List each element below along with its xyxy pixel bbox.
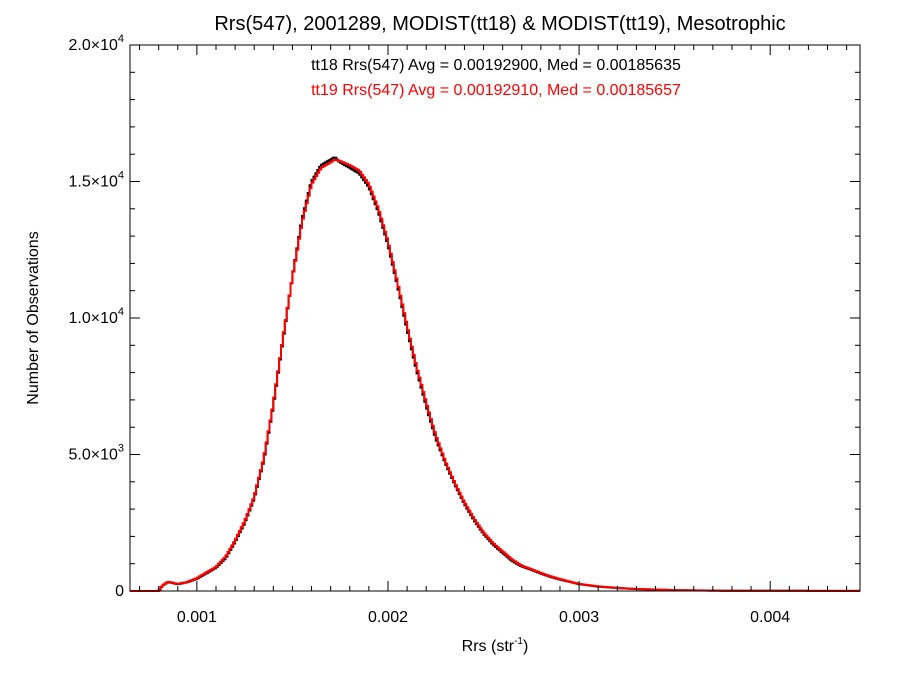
x-tick-label-3: 0.003 — [559, 609, 599, 626]
x-axis-label-main: Rrs (str — [462, 638, 515, 655]
y-tick-label-5: 2.0×104 — [68, 33, 124, 54]
x-axis-label-superscript: -1 — [514, 636, 523, 647]
y-axis-label: Number of Observations — [25, 231, 42, 404]
annotations: tt18 Rrs(547) Avg = 0.00192900, Med = 0.… — [311, 57, 681, 99]
x-tick-label-2: 0.002 — [368, 609, 408, 626]
annotation-1: tt18 Rrs(547) Avg = 0.00192900, Med = 0.… — [311, 57, 681, 74]
annotation-2: tt19 Rrs(547) Avg = 0.00192910, Med = 0.… — [311, 82, 681, 99]
y-tick-label-2: 5.0×103 — [68, 443, 124, 464]
y-tick-label-3: 1.0×104 — [68, 306, 124, 327]
x-axis-label: Rrs (str-1) — [462, 636, 529, 655]
series-1-line — [130, 156, 860, 592]
y-axis: 0 5.0×103 1.0×104 1.5×104 2.0×104 — [68, 33, 860, 600]
x-tick-label-1: 0.001 — [177, 609, 217, 626]
y-tick-label-4: 1.5×104 — [68, 170, 124, 191]
x-axis-label-end: ) — [523, 638, 528, 655]
plot-frame — [129, 44, 861, 592]
y-tick-label-1: 0 — [115, 583, 124, 600]
chart-title: Rrs(547), 2001289, MODIST(tt18) & MODIST… — [214, 13, 785, 35]
x-axis: 0.001 0.002 0.003 0.004 — [139, 45, 848, 626]
x-tick-label-4: 0.004 — [750, 609, 790, 626]
series-2-line — [130, 158, 860, 592]
series-layer — [130, 156, 860, 592]
